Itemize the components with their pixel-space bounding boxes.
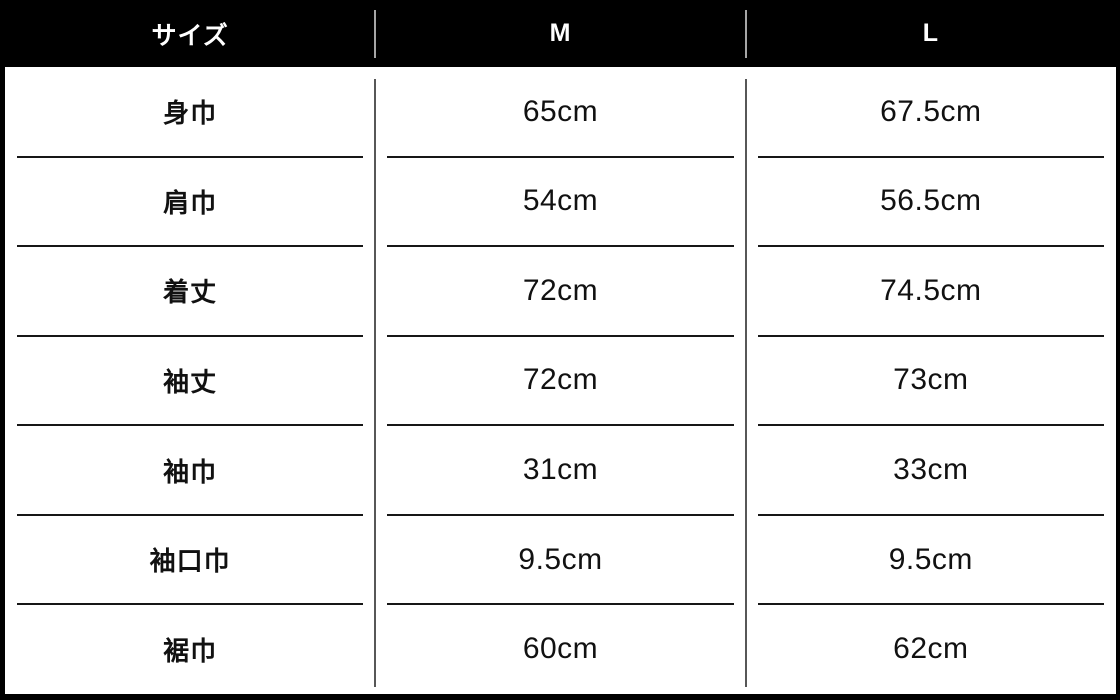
table-row: 着丈 72cm 74.5cm: [5, 245, 1116, 336]
table-row: 裾巾 60cm 62cm: [5, 603, 1116, 694]
header-cell-m: M: [549, 19, 572, 47]
body-column-divider: [744, 79, 747, 687]
row-label: 袖口巾: [5, 513, 375, 605]
row-value-l: 56.5cm: [746, 155, 1116, 247]
table-row: 袖口巾 9.5cm 9.5cm: [5, 513, 1116, 605]
row-label: 袖巾: [5, 424, 375, 515]
row-value-m: 72cm: [375, 334, 745, 426]
row-value-m: 54cm: [375, 155, 745, 247]
header-cell-size: サイズ: [151, 21, 229, 50]
table-row: 袖丈 72cm 73cm: [5, 334, 1116, 426]
row-value-l: 73cm: [746, 334, 1116, 426]
body-column-divider: [374, 79, 377, 687]
header-column-divider: [744, 10, 747, 58]
table-row: 袖巾 31cm 33cm: [5, 424, 1116, 515]
row-value-m: 31cm: [375, 424, 745, 515]
row-value-l: 74.5cm: [746, 245, 1116, 336]
row-value-l: 33cm: [746, 424, 1116, 515]
row-value-m: 9.5cm: [375, 513, 745, 605]
row-value-m: 60cm: [375, 603, 745, 694]
row-value-l: 67.5cm: [880, 94, 982, 128]
row-value-m: 72cm: [375, 245, 745, 336]
row-label: 身巾: [163, 98, 218, 129]
table-body: 身巾 65cm 67.5cm 肩巾 54cm 56.5cm 着丈 72cm 74…: [5, 67, 1116, 694]
row-label: 肩巾: [5, 155, 375, 247]
table-row: 肩巾 54cm 56.5cm: [5, 155, 1116, 247]
row-value-m: 65cm: [522, 94, 599, 128]
row-label: 袖丈: [5, 334, 375, 426]
table-row: 身巾 65cm 67.5cm: [5, 67, 1116, 157]
row-value-l: 62cm: [746, 603, 1116, 694]
header-column-divider: [374, 10, 377, 58]
header-cell-l: L: [922, 19, 939, 47]
row-label: 着丈: [5, 245, 375, 336]
table-header-row: サイズ M L: [5, 0, 1116, 67]
row-label: 裾巾: [5, 603, 375, 694]
row-value-l: 9.5cm: [746, 513, 1116, 605]
